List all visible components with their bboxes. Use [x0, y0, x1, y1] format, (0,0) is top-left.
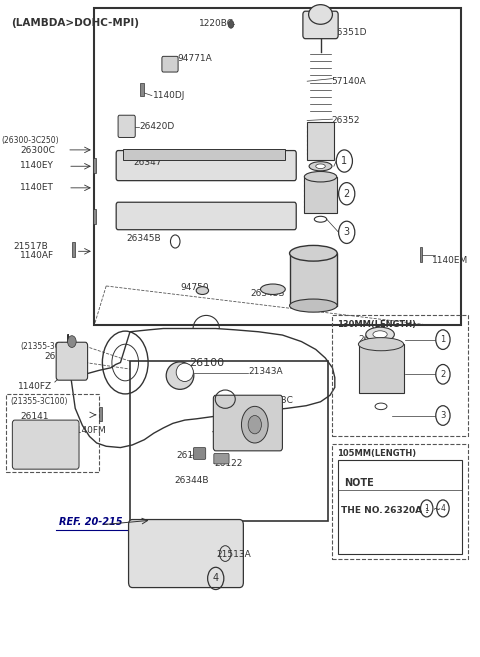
FancyBboxPatch shape	[129, 520, 243, 587]
Ellipse shape	[316, 164, 325, 169]
Text: 26141: 26141	[44, 352, 73, 361]
Text: 1: 1	[424, 504, 429, 513]
Ellipse shape	[176, 363, 193, 382]
Ellipse shape	[309, 5, 333, 24]
FancyBboxPatch shape	[12, 420, 79, 469]
Text: 1140EY: 1140EY	[21, 161, 54, 170]
Text: 26345B: 26345B	[126, 235, 161, 243]
Text: 1: 1	[440, 335, 445, 344]
Ellipse shape	[166, 362, 194, 390]
Circle shape	[241, 406, 268, 443]
Text: 21513A: 21513A	[216, 551, 252, 560]
FancyBboxPatch shape	[116, 202, 296, 230]
Text: (21355-3C100): (21355-3C100)	[10, 397, 68, 407]
Text: 26122: 26122	[215, 459, 243, 468]
Bar	[93, 158, 96, 173]
Text: 26113C: 26113C	[259, 396, 293, 405]
Text: 1140ET: 1140ET	[21, 183, 54, 192]
Bar	[289, 253, 337, 306]
Text: THE NO.: THE NO.	[341, 506, 383, 515]
Text: 26347: 26347	[133, 158, 162, 167]
FancyBboxPatch shape	[213, 396, 282, 451]
Text: 57140A: 57140A	[331, 77, 366, 85]
Ellipse shape	[373, 330, 387, 338]
Text: 26320A: 26320A	[359, 334, 393, 344]
Text: (21355-3C101): (21355-3C101)	[21, 342, 78, 351]
FancyBboxPatch shape	[123, 149, 285, 160]
Circle shape	[228, 20, 234, 28]
FancyBboxPatch shape	[193, 447, 206, 459]
Ellipse shape	[289, 246, 337, 261]
Bar	[420, 248, 422, 261]
Text: NOTE: NOTE	[344, 478, 374, 487]
Text: 26320A :: 26320A :	[384, 506, 429, 515]
FancyBboxPatch shape	[118, 115, 135, 137]
Text: 1140FM: 1140FM	[71, 426, 106, 435]
Ellipse shape	[309, 162, 332, 171]
FancyBboxPatch shape	[116, 150, 296, 181]
FancyBboxPatch shape	[162, 57, 178, 72]
Text: (LAMBDA>DOHC-MPI): (LAMBDA>DOHC-MPI)	[11, 18, 139, 28]
Ellipse shape	[261, 284, 285, 294]
Ellipse shape	[359, 338, 404, 351]
Bar	[6, 394, 99, 472]
Text: 1140EM: 1140EM	[432, 256, 468, 265]
FancyBboxPatch shape	[214, 453, 229, 464]
Text: ~: ~	[433, 505, 442, 515]
Text: 21343A: 21343A	[248, 367, 283, 376]
Text: REF. 20-215: REF. 20-215	[59, 517, 122, 527]
Text: 26352: 26352	[331, 116, 360, 125]
Bar	[359, 344, 404, 394]
Text: 26123: 26123	[177, 451, 205, 460]
Text: 14130: 14130	[213, 426, 242, 435]
Circle shape	[248, 415, 262, 434]
Text: 4: 4	[213, 574, 219, 583]
Bar	[141, 83, 144, 97]
Text: 3: 3	[440, 411, 445, 420]
Ellipse shape	[304, 171, 336, 182]
Bar	[99, 407, 102, 421]
Bar	[72, 242, 75, 256]
Bar	[338, 460, 462, 554]
Bar	[94, 8, 461, 325]
Text: 1220BC: 1220BC	[199, 19, 234, 28]
Text: 1140FZ: 1140FZ	[18, 382, 52, 391]
Text: 26420D: 26420D	[140, 122, 175, 131]
FancyBboxPatch shape	[56, 342, 88, 380]
Text: 105MM(LENGTH): 105MM(LENGTH)	[337, 449, 416, 458]
Bar	[304, 177, 336, 213]
Text: 26100: 26100	[189, 357, 224, 367]
Bar	[333, 315, 468, 436]
Bar	[130, 361, 328, 522]
Text: 21517B: 21517B	[13, 242, 48, 251]
Text: 3: 3	[344, 227, 350, 237]
Text: 94771A: 94771A	[178, 55, 212, 64]
Text: 130MM(LENGTH): 130MM(LENGTH)	[337, 320, 416, 329]
Text: 2: 2	[344, 189, 350, 198]
Text: 26343S: 26343S	[250, 288, 284, 298]
Text: (26300-3C250): (26300-3C250)	[1, 136, 59, 145]
Bar	[93, 210, 96, 224]
Text: 1140AF: 1140AF	[21, 252, 55, 260]
Text: 4: 4	[441, 504, 445, 513]
Text: 26300C: 26300C	[21, 145, 55, 154]
Text: 26344B: 26344B	[175, 476, 209, 485]
Ellipse shape	[289, 299, 337, 312]
Ellipse shape	[196, 286, 209, 294]
FancyBboxPatch shape	[303, 11, 338, 39]
Circle shape	[68, 336, 76, 348]
Text: 26351D: 26351D	[331, 28, 367, 37]
Bar	[333, 444, 468, 559]
Ellipse shape	[366, 327, 395, 342]
Bar	[307, 122, 334, 160]
Text: 1: 1	[341, 156, 348, 166]
Text: 26141: 26141	[21, 412, 49, 420]
Text: 94750: 94750	[180, 283, 209, 292]
Text: 2: 2	[440, 370, 445, 379]
Text: 1140DJ: 1140DJ	[153, 91, 185, 100]
